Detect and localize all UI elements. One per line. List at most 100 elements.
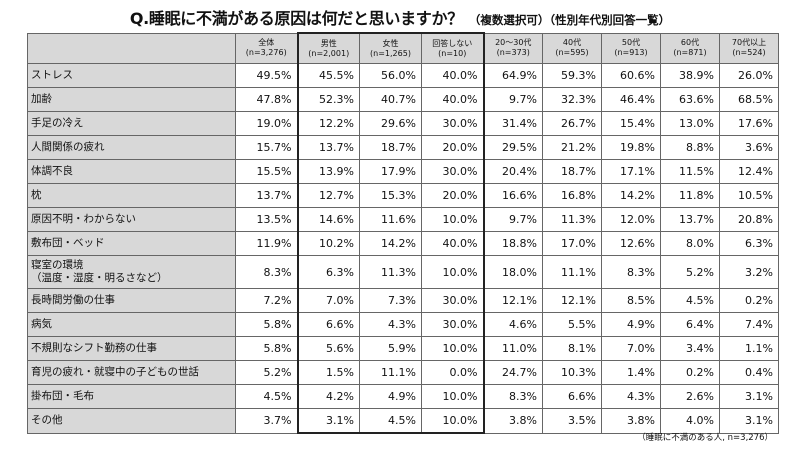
row-label-text: 枕 [31, 189, 42, 201]
value-cell: 3.1% [296, 408, 360, 434]
column-label: 女性 [382, 38, 399, 48]
column-header: 60代 (n=871) [660, 32, 720, 64]
value-cell: 10.2% [296, 231, 360, 256]
value-cell: 9.7% [483, 87, 543, 112]
value-cell: 1.1% [719, 336, 779, 361]
value-cell: 5.6% [296, 336, 360, 361]
value-cell: 3.1% [719, 408, 779, 434]
value-cell: 14.2% [601, 183, 661, 208]
row-label: ストレス [27, 63, 236, 88]
value-cell: 16.6% [483, 183, 543, 208]
header-row: 全体 (n=3,276) 男性 (n=2,001) 女性 (n=1,265) 回答しない (n… [27, 32, 779, 64]
value-cell: 24.7% [483, 360, 543, 385]
value-cell: 40.0% [421, 63, 485, 88]
value-cell: 10.0% [421, 255, 485, 289]
value-cell: 12.1% [483, 288, 543, 313]
value-cell: 29.6% [359, 111, 422, 136]
value-cell: 12.1% [542, 288, 602, 313]
header-corner [27, 32, 236, 64]
value-cell: 19.0% [235, 111, 298, 136]
table-row: 寝室の環境 （温度・湿度・明るさなど） 8.3% 6.3% 11.3% 10.0% 18.0… [27, 255, 779, 289]
value-cell: 13.9% [296, 159, 360, 184]
value-cell: 8.1% [542, 336, 602, 361]
row-label: 加齢 [27, 87, 236, 112]
value-cell: 13.0% [660, 111, 720, 136]
value-cell: 10.5% [719, 183, 779, 208]
value-cell: 31.4% [483, 111, 543, 136]
table-row: 手足の冷え 19.0% 12.2% 29.6% 30.0% 31.4% 26.7% 15.4%… [27, 111, 779, 136]
column-label: 40代 [562, 38, 582, 48]
value-cell: 30.0% [421, 288, 485, 313]
value-cell: 6.3% [719, 231, 779, 256]
value-cell: 40.0% [421, 231, 485, 256]
value-cell: 4.5% [235, 384, 298, 409]
value-cell: 16.8% [542, 183, 602, 208]
value-cell: 0.2% [660, 360, 720, 385]
value-cell: 11.9% [235, 231, 298, 256]
value-cell: 20.0% [421, 183, 485, 208]
row-label-text: 育児の疲れ・就寝中の子どもの世話 [31, 366, 199, 378]
column-header: 20～30代 (n=373) [483, 32, 543, 64]
value-cell: 17.9% [359, 159, 422, 184]
row-label-text: 手足の冷え [31, 117, 84, 129]
value-cell: 20.0% [421, 135, 485, 160]
value-cell: 52.3% [296, 87, 360, 112]
table-row: 枕 13.7% 12.7% 15.3% 20.0% 16.6% 16.8% 14.2% 11.8… [27, 183, 779, 208]
row-label-text: 長時間労働の仕事 [31, 294, 115, 306]
value-cell: 3.1% [719, 384, 779, 409]
value-cell: 11.3% [542, 207, 602, 232]
column-sample-size: (n=10) [438, 48, 467, 58]
value-cell: 0.0% [421, 360, 485, 385]
value-cell: 6.4% [660, 312, 720, 337]
value-cell: 8.0% [660, 231, 720, 256]
table-row: その他 3.7% 3.1% 4.5% 10.0% 3.8% 3.5% 3.8% 4.0% 3.1% [27, 408, 779, 434]
value-cell: 63.6% [660, 87, 720, 112]
value-cell: 56.0% [359, 63, 422, 88]
value-cell: 11.8% [660, 183, 720, 208]
value-cell: 60.6% [601, 63, 661, 88]
value-cell: 38.9% [660, 63, 720, 88]
value-cell: 4.9% [359, 384, 422, 409]
row-label: 掛布団・毛布 [27, 384, 236, 409]
value-cell: 4.3% [601, 384, 661, 409]
row-label-text: 人間関係の疲れ [31, 141, 105, 153]
value-cell: 18.7% [359, 135, 422, 160]
value-cell: 4.5% [660, 288, 720, 313]
value-cell: 12.2% [296, 111, 360, 136]
row-label: 不規則なシフト勤務の仕事 [27, 336, 236, 361]
row-label-text: 体調不良 [31, 165, 73, 177]
table-row: ストレス 49.5% 45.5% 56.0% 40.0% 64.9% 59.3% 60.6% 3… [27, 63, 779, 88]
value-cell: 15.7% [235, 135, 298, 160]
value-cell: 7.0% [601, 336, 661, 361]
value-cell: 49.5% [235, 63, 298, 88]
column-header: 40代 (n=595) [542, 32, 602, 64]
table-row: 敷布団・ベッド 11.9% 10.2% 14.2% 40.0% 18.8% 17.0% 12.… [27, 231, 779, 256]
column-sample-size: (n=524) [732, 48, 766, 58]
column-sample-size: (n=2,001) [308, 48, 350, 58]
value-cell: 10.0% [421, 336, 485, 361]
value-cell: 6.6% [296, 312, 360, 337]
value-cell: 4.5% [359, 408, 422, 434]
value-cell: 12.0% [601, 207, 661, 232]
row-label-text: 敷布団・ベッド [31, 237, 105, 249]
row-label: 原因不明・わからない [27, 207, 236, 232]
value-cell: 32.3% [542, 87, 602, 112]
value-cell: 10.0% [421, 384, 485, 409]
row-label: 敷布団・ベッド [27, 231, 236, 256]
value-cell: 9.7% [483, 207, 543, 232]
value-cell: 30.0% [421, 159, 485, 184]
value-cell: 45.5% [296, 63, 360, 88]
value-cell: 19.8% [601, 135, 661, 160]
value-cell: 7.4% [719, 312, 779, 337]
value-cell: 18.0% [483, 255, 543, 289]
column-label: 60代 [680, 38, 700, 48]
column-sample-size: (n=871) [673, 48, 707, 58]
table-row: 長時間労働の仕事 7.2% 7.0% 7.3% 30.0% 12.1% 12.1% 8.5% 4… [27, 288, 779, 313]
column-label: 70代以上 [731, 38, 767, 48]
sample-footnote: （睡眠に不満のある人, n=3,276） [637, 433, 773, 443]
column-header: 全体 (n=3,276) [235, 32, 298, 64]
value-cell: 64.9% [483, 63, 543, 88]
value-cell: 12.4% [719, 159, 779, 184]
value-cell: 3.6% [719, 135, 779, 160]
question-text: Q.睡眠に不満がある原因は何だと思いますか？ [129, 9, 463, 28]
